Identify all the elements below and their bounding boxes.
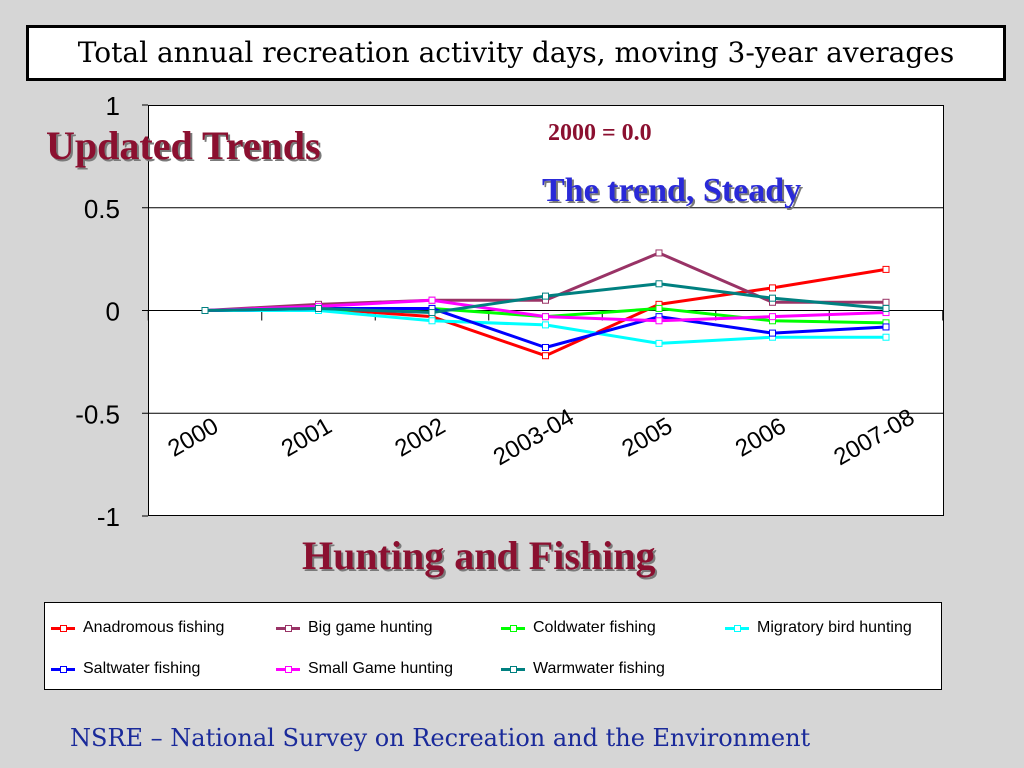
data-point [655, 317, 663, 325]
legend-swatch [501, 624, 525, 632]
legend-swatch [276, 665, 300, 673]
chart-title: Total annual recreation activity days, m… [26, 25, 1006, 81]
data-point [542, 352, 549, 360]
data-point [542, 321, 549, 329]
chart-legend: Anadromous fishing Big game hunting Cold… [44, 602, 942, 690]
x-tick-label: 2006 [731, 412, 791, 462]
legend-label: Warmwater fishing [533, 660, 665, 677]
data-point [882, 298, 890, 306]
x-tick-label: 2007-08 [829, 404, 919, 471]
x-tick-label: 2000 [163, 412, 223, 462]
y-tick-label: 0.5 [84, 194, 120, 224]
data-point [655, 249, 663, 257]
data-point [882, 265, 890, 273]
x-tick-label: 2003-04 [489, 404, 579, 471]
data-point [542, 292, 549, 300]
series-line [204, 267, 887, 358]
data-point [882, 304, 890, 312]
legend-label: Saltwater fishing [83, 660, 201, 677]
legend-label: Big game hunting [308, 619, 433, 636]
y-tick-label: 1 [106, 91, 120, 121]
legend-swatch [501, 665, 525, 673]
legend-swatch [276, 624, 300, 632]
data-point [542, 313, 549, 321]
legend-item-warmwater-fishing: Warmwater fishing [501, 660, 665, 678]
x-tick-label: 2002 [390, 412, 450, 462]
data-point [428, 309, 436, 317]
data-point [201, 307, 209, 314]
y-tick-label: -1 [97, 502, 120, 532]
legend-label: Anadromous fishing [83, 619, 225, 636]
data-point [769, 329, 776, 337]
data-point [769, 294, 776, 302]
baseline-note: 2000 = 0.0 [548, 120, 652, 146]
data-point [542, 343, 549, 351]
updated-trends-heading: Updated Trends [46, 123, 321, 168]
source-footer: NSRE – National Survey on Recreation and… [70, 724, 811, 752]
legend-label: Small Game hunting [308, 660, 453, 677]
legend-label: Coldwater fishing [533, 619, 656, 636]
legend-item-migratory-bird-hunting: Migratory bird hunting [725, 619, 912, 637]
legend-item-coldwater-fishing: Coldwater fishing [501, 619, 656, 637]
y-tick-label: -0.5 [75, 399, 120, 429]
data-point [655, 304, 663, 312]
x-tick-label: 2001 [277, 412, 337, 462]
legend-swatch [51, 624, 75, 632]
legend-swatch [725, 624, 749, 632]
data-point [882, 333, 890, 341]
legend-item-big-game-hunting: Big game hunting [276, 619, 433, 637]
data-point [315, 304, 322, 312]
data-point [769, 284, 776, 292]
chart-subtitle: Hunting and Fishing [302, 533, 656, 578]
data-point [428, 317, 436, 325]
data-point [428, 296, 436, 304]
y-tick-label: 0 [106, 297, 120, 327]
legend-item-saltwater-fishing: Saltwater fishing [51, 660, 200, 678]
legend-label: Migratory bird hunting [757, 619, 912, 636]
x-tick-label: 2005 [617, 412, 677, 462]
legend-item-small-game-hunting: Small Game hunting [276, 660, 453, 678]
data-point [769, 313, 776, 321]
trend-note: The trend, Steady [542, 172, 802, 209]
data-point [655, 339, 663, 347]
data-point [882, 323, 890, 331]
legend-swatch [51, 665, 75, 673]
legend-item-anadromous-fishing: Anadromous fishing [51, 619, 224, 637]
data-point [655, 280, 663, 288]
